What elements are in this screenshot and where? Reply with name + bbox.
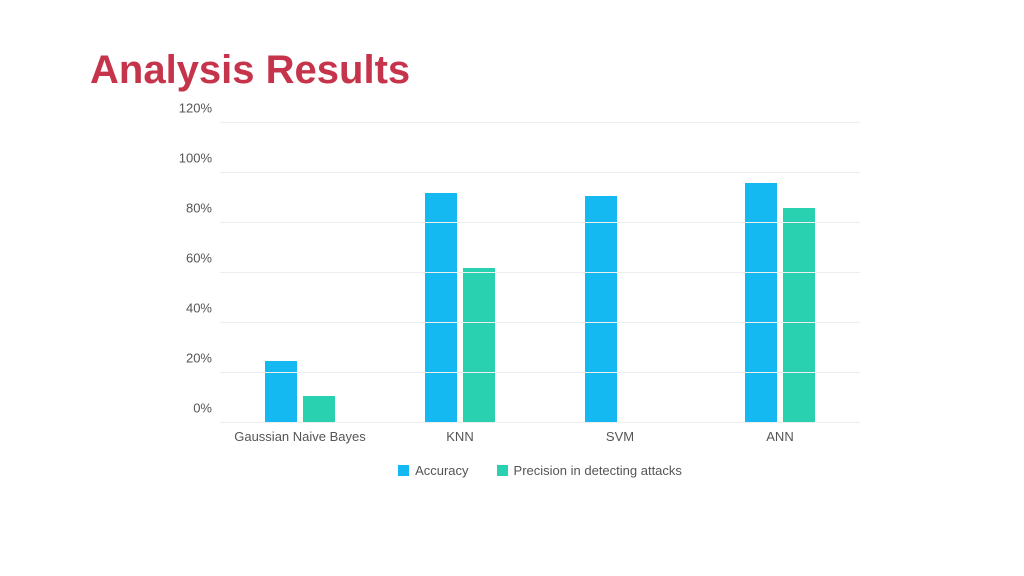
bar-group: [380, 123, 540, 423]
x-tick-label: Gaussian Naive Bayes: [220, 423, 380, 445]
gridline: [220, 422, 860, 423]
bar: [745, 183, 777, 423]
gridline: [220, 272, 860, 273]
y-tick-label: 100%: [179, 151, 212, 166]
legend-item: Precision in detecting attacks: [497, 463, 682, 478]
page-title: Analysis Results: [90, 48, 934, 93]
bar-group: [540, 123, 700, 423]
x-tick-label: KNN: [380, 423, 540, 445]
bar: [585, 196, 617, 424]
gridline: [220, 172, 860, 173]
gridline: [220, 372, 860, 373]
y-tick-label: 0%: [193, 401, 212, 416]
legend-swatch: [398, 465, 409, 476]
x-tick-label: SVM: [540, 423, 700, 445]
gridline: [220, 322, 860, 323]
legend-swatch: [497, 465, 508, 476]
gridline: [220, 122, 860, 123]
legend-label: Accuracy: [415, 463, 468, 478]
plot-area: [220, 123, 860, 423]
y-tick-label: 60%: [186, 251, 212, 266]
bar: [265, 361, 297, 424]
y-tick-label: 20%: [186, 351, 212, 366]
results-chart: 0%20%40%60%80%100%120% Gaussian Naive Ba…: [160, 123, 860, 478]
bar: [425, 193, 457, 423]
slide: Analysis Results 0%20%40%60%80%100%120% …: [0, 0, 1024, 576]
bar: [303, 396, 335, 424]
y-tick-label: 120%: [179, 101, 212, 116]
legend: Accuracy Precision in detecting attacks: [220, 463, 860, 478]
x-axis: Gaussian Naive BayesKNNSVMANN: [220, 423, 860, 445]
y-tick-label: 40%: [186, 301, 212, 316]
bar-group: [700, 123, 860, 423]
legend-item: Accuracy: [398, 463, 468, 478]
legend-label: Precision in detecting attacks: [514, 463, 682, 478]
bar-groups: [220, 123, 860, 423]
x-tick-label: ANN: [700, 423, 860, 445]
bar-group: [220, 123, 380, 423]
y-tick-label: 80%: [186, 201, 212, 216]
y-axis: 0%20%40%60%80%100%120%: [160, 123, 220, 423]
plot-row: 0%20%40%60%80%100%120%: [160, 123, 860, 423]
gridline: [220, 222, 860, 223]
bar: [783, 208, 815, 423]
bar: [463, 268, 495, 423]
